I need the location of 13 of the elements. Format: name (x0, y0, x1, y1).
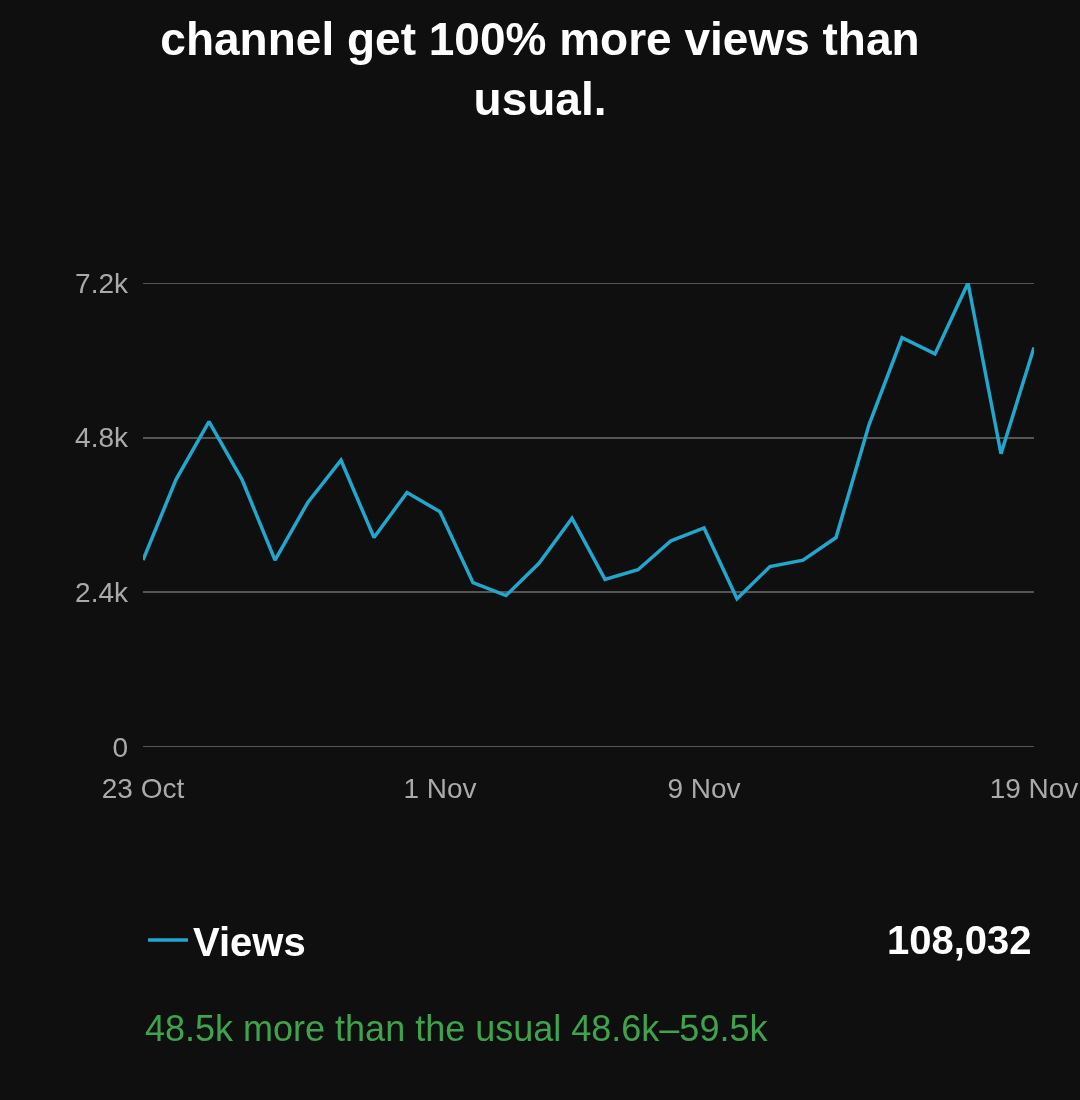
text: 108,032 (887, 918, 1032, 962)
text: 48.5k more than the usual 48.6k–59.5k (145, 1008, 769, 1049)
y-tick-label: 4.8k (75, 422, 129, 454)
y-tick-label: 7.2k (75, 267, 129, 299)
x-tick-label: 1 Nov (403, 773, 477, 804)
y-tick-label: 0 (112, 731, 128, 763)
x-tick-label: 23 Oct (101, 773, 185, 804)
chart-title: channel get 100% more views than usual. (160, 13, 920, 125)
y-tick-label: 2.4k (75, 577, 129, 609)
legend-label: Views (193, 919, 306, 964)
line-series (143, 283, 1034, 601)
x-tick-label: 9 Nov (667, 773, 741, 804)
x-tick-label: 19 Nov (989, 773, 1079, 804)
